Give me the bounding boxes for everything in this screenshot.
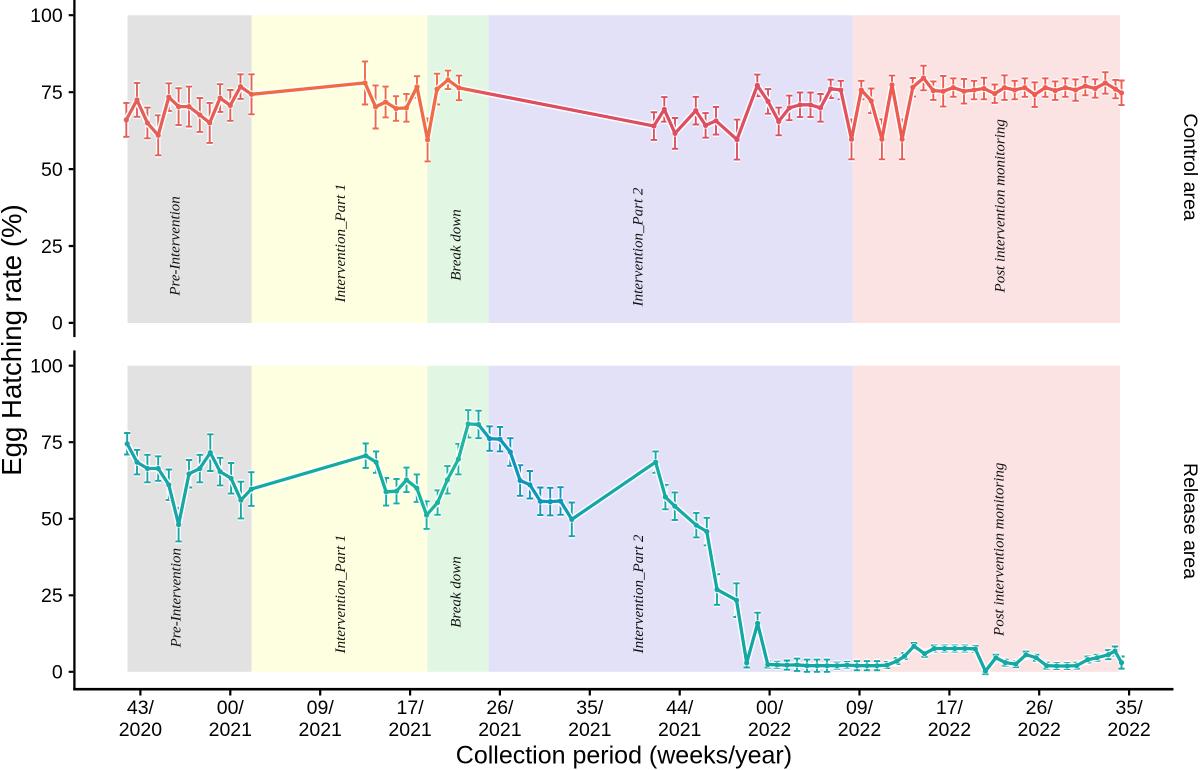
svg-text:26/: 26/ [1026, 697, 1054, 719]
svg-text:Control area: Control area [1179, 113, 1200, 220]
svg-text:50: 50 [41, 509, 63, 531]
svg-text:Intervention_Part 1: Intervention_Part 1 [333, 535, 349, 655]
svg-text:2022: 2022 [1018, 719, 1061, 741]
svg-text:2020: 2020 [119, 719, 163, 741]
svg-text:00/: 00/ [756, 697, 784, 719]
svg-text:44/: 44/ [666, 697, 694, 719]
svg-text:Intervention_Part 1: Intervention_Part 1 [333, 184, 349, 304]
svg-text:Intervention_Part 2: Intervention_Part 2 [630, 187, 646, 307]
svg-text:25: 25 [41, 236, 63, 258]
svg-text:26/: 26/ [486, 697, 514, 719]
svg-text:35/: 35/ [576, 697, 604, 719]
svg-text:2021: 2021 [658, 719, 701, 741]
svg-text:Break down: Break down [448, 556, 464, 628]
svg-text:Intervention_Part 2: Intervention_Part 2 [631, 534, 647, 654]
svg-text:2021: 2021 [388, 719, 431, 741]
svg-text:09/: 09/ [846, 697, 874, 719]
svg-text:2022: 2022 [1107, 719, 1150, 741]
svg-text:2021: 2021 [478, 719, 521, 741]
svg-text:17/: 17/ [397, 697, 425, 719]
svg-text:Egg Hatching rate (%): Egg Hatching rate (%) [0, 204, 27, 475]
svg-text:35/: 35/ [1116, 697, 1144, 719]
svg-text:75: 75 [41, 432, 63, 454]
svg-text:2021: 2021 [209, 719, 252, 741]
svg-text:2022: 2022 [748, 719, 791, 741]
svg-text:50: 50 [41, 159, 63, 181]
svg-text:2022: 2022 [838, 719, 881, 741]
svg-text:100: 100 [30, 5, 63, 27]
svg-text:Release area: Release area [1179, 463, 1200, 579]
svg-text:Pre-Intervention: Pre-Intervention [167, 196, 183, 296]
svg-text:Break down: Break down [448, 209, 464, 281]
svg-text:Collection period (weeks/year): Collection period (weeks/year) [456, 742, 792, 770]
svg-text:Pre-Intervention: Pre-Intervention [168, 548, 184, 648]
svg-text:Post intervention monitoring: Post intervention monitoring [992, 119, 1008, 294]
svg-text:2022: 2022 [928, 719, 971, 741]
svg-text:0: 0 [52, 313, 63, 335]
svg-text:100: 100 [30, 356, 63, 378]
svg-text:75: 75 [41, 82, 63, 104]
svg-text:09/: 09/ [307, 697, 335, 719]
svg-text:43/: 43/ [127, 697, 155, 719]
svg-text:0: 0 [52, 662, 63, 684]
svg-text:2021: 2021 [299, 719, 342, 741]
svg-text:25: 25 [41, 585, 63, 607]
svg-text:Post intervention monitoring: Post intervention monitoring [991, 462, 1007, 637]
svg-text:17/: 17/ [936, 697, 964, 719]
svg-text:00/: 00/ [217, 697, 245, 719]
svg-text:2021: 2021 [568, 719, 611, 741]
